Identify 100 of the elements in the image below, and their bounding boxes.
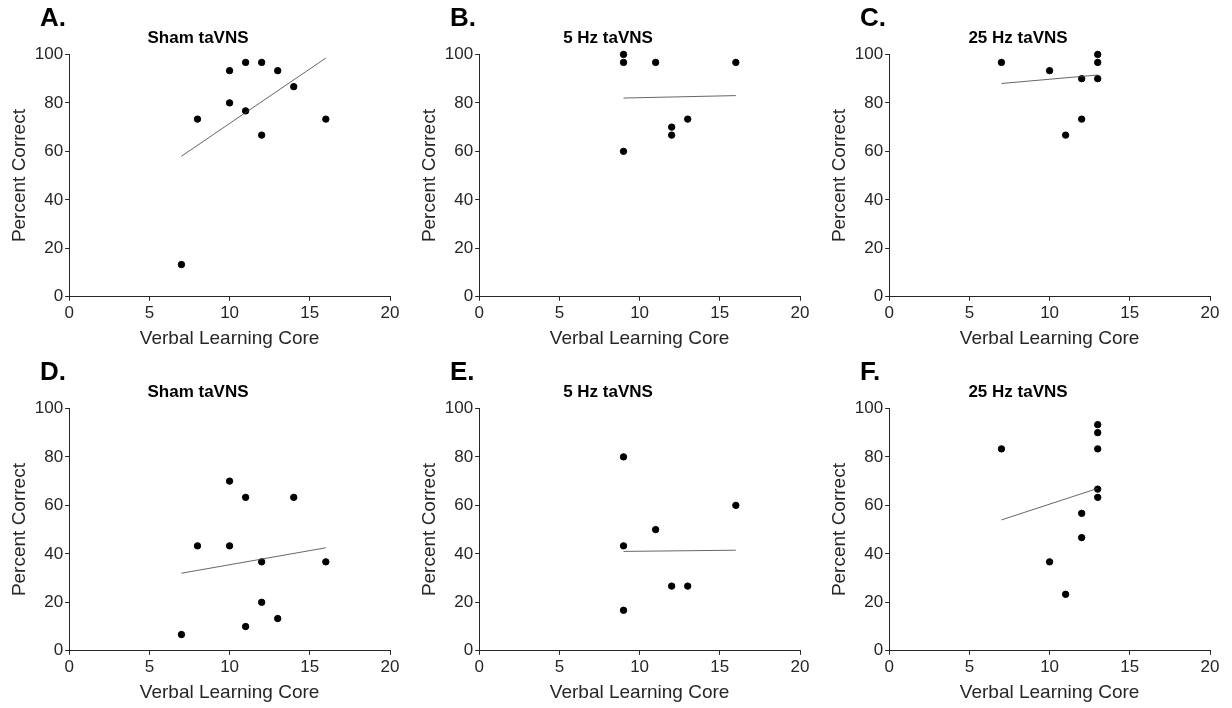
y-tick-label: 20 xyxy=(454,592,474,612)
point xyxy=(651,58,660,67)
y-tick-label: 0 xyxy=(53,640,64,660)
x-tick-label: 5 xyxy=(554,656,565,676)
x-tick-label: 20 xyxy=(380,302,400,322)
point xyxy=(1045,66,1054,75)
y-tick-label: 20 xyxy=(864,238,884,258)
point xyxy=(619,542,628,550)
point xyxy=(177,630,186,639)
point xyxy=(290,493,298,502)
point xyxy=(257,58,266,67)
point xyxy=(619,606,628,615)
x-tick-label: 10 xyxy=(630,302,650,322)
chart-title: 5 Hz taVNS xyxy=(563,27,653,47)
point xyxy=(1061,590,1070,599)
text: B. xyxy=(450,2,476,33)
x-tick-label: 15 xyxy=(1120,302,1140,322)
y-tick-label: 100 xyxy=(34,398,64,418)
y-tick-label: 60 xyxy=(864,141,884,161)
point xyxy=(225,477,234,485)
x-tick-label: 15 xyxy=(710,302,730,322)
y-axis-title: Percent Correct xyxy=(417,108,439,243)
x-axis-title: Verbal Learning Core xyxy=(959,680,1140,702)
y-tick-label: 40 xyxy=(864,189,884,209)
y-tick-label: 0 xyxy=(873,640,884,660)
y-tick-label: 20 xyxy=(454,238,474,258)
y-tick-label: 0 xyxy=(873,286,884,306)
x-tick-label: 20 xyxy=(790,302,810,322)
y-tick-label: 80 xyxy=(44,92,64,112)
text: F. xyxy=(860,356,881,387)
chart-title: 25 Hz taVNS xyxy=(968,381,1068,401)
point xyxy=(1077,533,1086,542)
y-tick-label: 0 xyxy=(53,286,64,306)
chart-title: Sham taVNS xyxy=(147,27,249,47)
y-axis-title: Percent Correct xyxy=(827,108,849,243)
x-tick-label: 15 xyxy=(710,656,730,676)
x-tick-label: 20 xyxy=(380,656,400,676)
x-tick-label: 10 xyxy=(220,302,240,322)
point xyxy=(619,453,628,461)
x-axis-title: Verbal Learning Core xyxy=(549,680,730,702)
x-tick-label: 10 xyxy=(220,656,240,676)
point xyxy=(257,558,266,566)
y-tick-label: 100 xyxy=(444,398,474,418)
text: E. xyxy=(450,356,475,387)
point xyxy=(290,82,298,91)
y-axis-title: Percent Correct xyxy=(7,108,29,243)
y-tick-label: 80 xyxy=(864,446,884,466)
text: A. xyxy=(40,2,66,33)
y-tick-label: 20 xyxy=(864,592,884,612)
y-tick-label: 60 xyxy=(44,141,64,161)
x-tick-label: 5 xyxy=(964,656,975,676)
point xyxy=(257,131,266,139)
point xyxy=(241,622,250,631)
y-axis-title: Percent Correct xyxy=(827,462,849,597)
x-axis-title: Verbal Learning Core xyxy=(139,680,320,702)
text: D. xyxy=(40,356,66,387)
point xyxy=(732,58,740,67)
y-tick-label: 80 xyxy=(454,92,474,112)
point xyxy=(193,542,202,550)
x-tick-label: 20 xyxy=(1200,302,1220,322)
y-tick-label: 60 xyxy=(454,495,474,515)
y-tick-label: 80 xyxy=(454,446,474,466)
point xyxy=(193,115,202,123)
point xyxy=(241,58,250,67)
point xyxy=(1094,74,1102,83)
y-axis-title: Percent Correct xyxy=(417,462,439,597)
point xyxy=(684,582,692,590)
x-tick-label: 10 xyxy=(1040,302,1060,322)
point xyxy=(177,260,186,269)
chart-title: 25 Hz taVNS xyxy=(968,27,1068,47)
point xyxy=(619,50,628,59)
x-tick-label: 15 xyxy=(300,302,320,322)
chart-title: 5 Hz taVNS xyxy=(563,381,653,401)
point xyxy=(322,115,330,123)
y-tick-label: 60 xyxy=(44,495,64,515)
point xyxy=(667,123,676,131)
y-tick-label: 40 xyxy=(44,543,64,563)
y-tick-label: 0 xyxy=(463,640,474,660)
point xyxy=(225,99,234,107)
y-tick-label: 100 xyxy=(34,44,64,64)
point xyxy=(241,493,250,502)
y-tick-label: 60 xyxy=(454,141,474,161)
point xyxy=(274,66,282,75)
point xyxy=(1061,131,1070,139)
point xyxy=(1077,115,1086,123)
x-tick-label: 5 xyxy=(144,302,155,322)
x-tick-label: 10 xyxy=(1040,656,1060,676)
x-tick-label: 20 xyxy=(1200,656,1220,676)
y-tick-label: 100 xyxy=(854,44,884,64)
point xyxy=(651,525,660,534)
point xyxy=(225,66,234,75)
point xyxy=(1077,509,1086,518)
point xyxy=(1094,50,1102,59)
y-tick-label: 40 xyxy=(454,543,474,563)
point xyxy=(1045,558,1054,566)
x-tick-label: 15 xyxy=(1120,656,1140,676)
point xyxy=(619,58,628,67)
x-tick-label: 5 xyxy=(554,302,565,322)
x-tick-label: 20 xyxy=(790,656,810,676)
y-tick-label: 60 xyxy=(864,495,884,515)
